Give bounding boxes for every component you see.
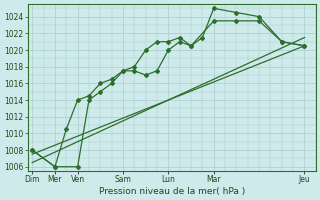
- X-axis label: Pression niveau de la mer( hPa ): Pression niveau de la mer( hPa ): [99, 187, 245, 196]
